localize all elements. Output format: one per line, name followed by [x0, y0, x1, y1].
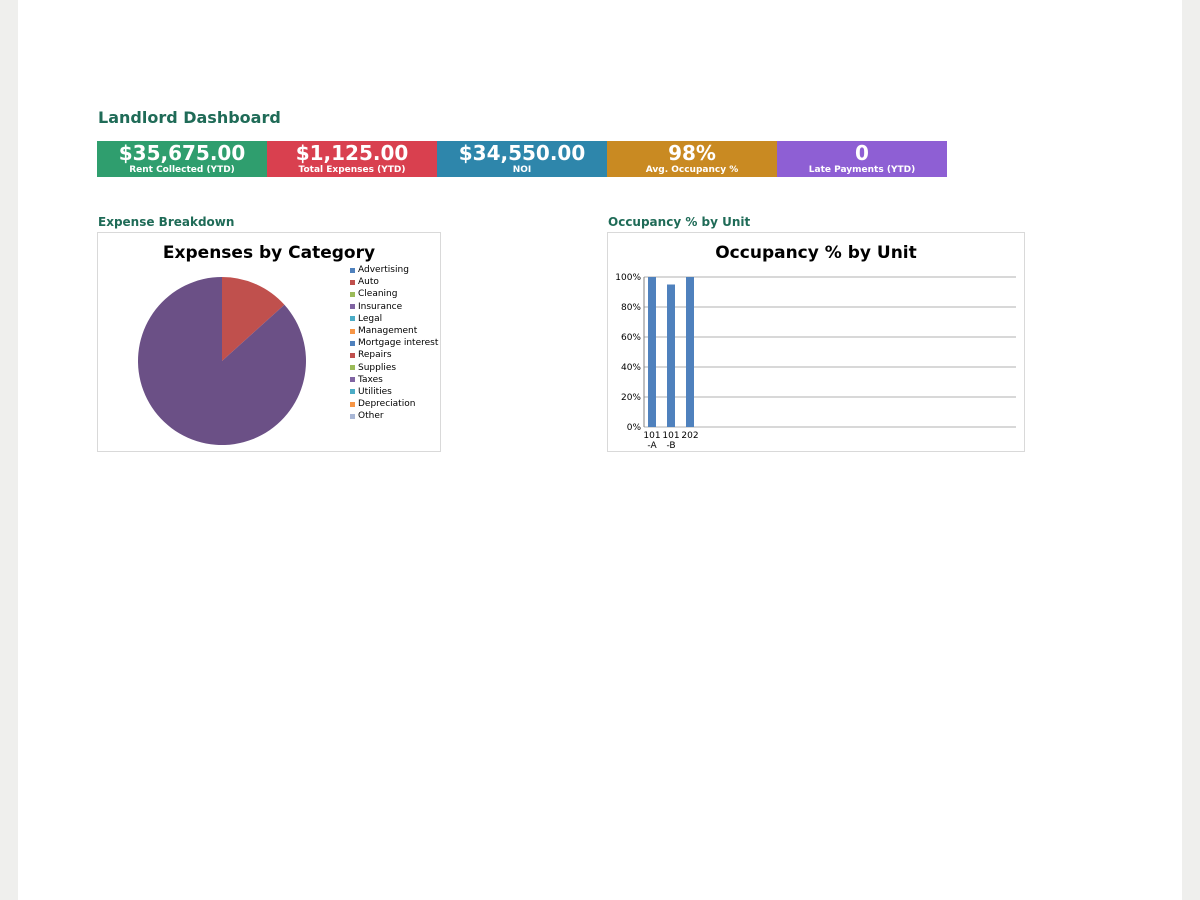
legend-item: Taxes [350, 374, 438, 386]
legend-item: Supplies [350, 362, 438, 374]
x-tick-label: 101 [662, 431, 679, 441]
legend-label: Supplies [358, 362, 397, 373]
bar-101-b[interactable] [667, 284, 675, 428]
pie-legend: Advertising Auto Cleaning Insurance Legal Man… [350, 264, 438, 422]
legend-swatch [350, 401, 355, 407]
kpi-label: Late Payments (YTD) [808, 165, 916, 175]
kpi-label: NOI [512, 165, 532, 175]
kpi-value: $34,550.00 [458, 141, 586, 165]
pie-slice-taxes[interactable] [137, 277, 306, 445]
pie-chart-title: Expenses by Category [162, 243, 376, 263]
legend-label: Other [358, 411, 384, 422]
legend-label: Insurance [358, 301, 403, 312]
legend-swatch [350, 267, 355, 273]
legend-label: Repairs [358, 350, 392, 361]
x-tick-label: -B [666, 441, 675, 451]
legend-swatch [350, 328, 355, 334]
kpi-late-payments: 0 Late Payments (YTD) [777, 141, 947, 177]
y-tick-label: 0% [627, 423, 642, 433]
x-tick-label: 202 [681, 431, 698, 441]
pie-slice-repairs[interactable] [222, 277, 285, 361]
legend-label: Legal [358, 313, 383, 324]
y-tick-label: 20% [621, 393, 641, 403]
legend-swatch [350, 340, 355, 346]
bar-202[interactable] [686, 277, 694, 427]
legend-label: Cleaning [358, 289, 398, 300]
dashboard-sheet: Landlord Dashboard $35,675.00 Rent Colle… [18, 0, 1182, 900]
legend-swatch [350, 291, 355, 297]
legend-item: Other [350, 410, 438, 422]
occupancy-bar-chart[interactable]: Occupancy % by Unit 0% 20% 40% 60% 80% 100% 10… [607, 232, 1025, 452]
legend-item: Advertising [350, 264, 438, 276]
legend-swatch [350, 316, 355, 322]
legend-item: Auto [350, 276, 438, 288]
y-tick-label: 100% [615, 273, 641, 283]
x-tick-label: 101 [643, 431, 660, 441]
legend-label: Advertising [358, 265, 409, 276]
page-title: Landlord Dashboard [98, 108, 281, 127]
legend-label: Utilities [358, 386, 392, 397]
expense-pie-chart[interactable]: Expenses by Category Advertising Auto Clea… [97, 232, 441, 452]
kpi-noi: $34,550.00 NOI [437, 141, 607, 177]
y-tick-label: 80% [621, 303, 641, 313]
kpi-row: $35,675.00 Rent Collected (YTD) $1,125.0… [97, 141, 947, 177]
legend-item: Depreciation [350, 398, 438, 410]
kpi-value: $1,125.00 [295, 141, 409, 165]
x-tick-label: -A [647, 441, 657, 451]
legend-swatch [350, 389, 355, 395]
legend-label: Management [358, 326, 418, 337]
legend-item: Utilities [350, 386, 438, 398]
legend-swatch [350, 365, 355, 371]
legend-item: Cleaning [350, 288, 438, 300]
legend-label: Depreciation [358, 399, 416, 410]
legend-item: Mortgage interest [350, 337, 438, 349]
bar-101-a[interactable] [648, 277, 656, 427]
kpi-value: $35,675.00 [118, 141, 246, 165]
expense-section-title: Expense Breakdown [98, 215, 235, 229]
legend-swatch [350, 413, 355, 419]
legend-item: Management [350, 325, 438, 337]
legend-item: Insurance [350, 301, 438, 313]
kpi-avg-occupancy: 98% Avg. Occupancy % [607, 141, 777, 177]
legend-label: Auto [358, 277, 379, 288]
occupancy-section-title: Occupancy % by Unit [608, 215, 751, 229]
kpi-label: Total Expenses (YTD) [298, 165, 406, 175]
bar-chart-title: Occupancy % by Unit [715, 243, 917, 263]
legend-item: Legal [350, 313, 438, 325]
legend-swatch [350, 352, 355, 358]
pie-plot [137, 277, 306, 445]
kpi-label: Avg. Occupancy % [645, 165, 739, 175]
kpi-total-expenses: $1,125.00 Total Expenses (YTD) [267, 141, 437, 177]
legend-swatch [350, 377, 355, 383]
kpi-label: Rent Collected (YTD) [129, 165, 235, 175]
kpi-rent-collected: $35,675.00 Rent Collected (YTD) [97, 141, 267, 177]
legend-item: Repairs [350, 349, 438, 361]
kpi-value: 98% [668, 141, 716, 165]
kpi-value: 0 [855, 141, 869, 165]
legend-label: Mortgage interest [358, 338, 439, 349]
legend-label: Taxes [358, 374, 383, 385]
legend-swatch [350, 279, 355, 285]
y-tick-label: 60% [621, 333, 641, 343]
y-tick-label: 40% [621, 363, 641, 373]
legend-swatch [350, 304, 355, 310]
